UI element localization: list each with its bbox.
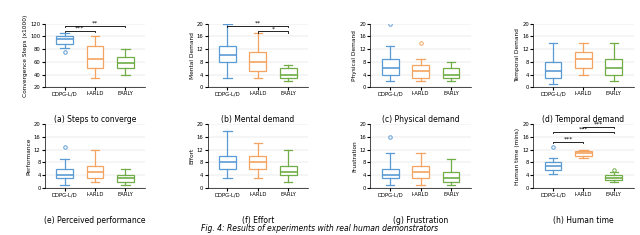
Text: ***: ***: [75, 25, 84, 30]
PathPatch shape: [575, 52, 592, 68]
PathPatch shape: [545, 162, 561, 170]
PathPatch shape: [280, 68, 296, 78]
Text: *: *: [271, 26, 275, 31]
Text: (c) Physical demand: (c) Physical demand: [382, 115, 460, 124]
PathPatch shape: [219, 46, 236, 62]
PathPatch shape: [545, 62, 561, 78]
PathPatch shape: [86, 166, 104, 178]
PathPatch shape: [250, 52, 266, 71]
PathPatch shape: [382, 169, 399, 178]
Y-axis label: Frustration: Frustration: [353, 140, 357, 172]
PathPatch shape: [575, 151, 592, 156]
PathPatch shape: [250, 156, 266, 169]
Text: (d) Temporal demand: (d) Temporal demand: [542, 115, 625, 124]
Text: (e) Perceived performance: (e) Perceived performance: [44, 216, 146, 225]
PathPatch shape: [443, 68, 460, 78]
Text: (b) Mental demand: (b) Mental demand: [221, 115, 294, 124]
Text: ***: ***: [594, 121, 604, 126]
PathPatch shape: [412, 65, 429, 78]
Y-axis label: Human time (mins): Human time (mins): [515, 128, 520, 185]
Y-axis label: Physical Demand: Physical Demand: [353, 30, 357, 81]
Y-axis label: Performance: Performance: [27, 137, 32, 175]
Text: (f) Effort: (f) Effort: [242, 216, 274, 225]
PathPatch shape: [280, 166, 296, 175]
PathPatch shape: [56, 169, 73, 178]
PathPatch shape: [412, 166, 429, 178]
PathPatch shape: [117, 175, 134, 182]
Y-axis label: Effort: Effort: [189, 148, 195, 164]
Text: ***: ***: [563, 137, 573, 141]
PathPatch shape: [86, 46, 104, 68]
Text: (a) Steps to converge: (a) Steps to converge: [54, 115, 136, 124]
PathPatch shape: [219, 156, 236, 169]
Y-axis label: Temporal Demand: Temporal Demand: [515, 28, 520, 82]
PathPatch shape: [117, 57, 134, 68]
Text: **: **: [255, 21, 261, 26]
Text: (h) Human time: (h) Human time: [553, 216, 614, 225]
PathPatch shape: [382, 59, 399, 74]
Y-axis label: Mental Demand: Mental Demand: [189, 32, 195, 79]
Text: ***: ***: [579, 127, 588, 132]
PathPatch shape: [56, 36, 73, 44]
Text: Fig. 4: Results of experiments with real human demonstrators: Fig. 4: Results of experiments with real…: [202, 224, 438, 233]
PathPatch shape: [443, 172, 460, 182]
Text: **: **: [92, 21, 98, 26]
Text: (g) Frustration: (g) Frustration: [393, 216, 448, 225]
Y-axis label: Convergence Steps (x1000): Convergence Steps (x1000): [24, 14, 28, 97]
PathPatch shape: [605, 175, 622, 180]
PathPatch shape: [605, 59, 622, 74]
